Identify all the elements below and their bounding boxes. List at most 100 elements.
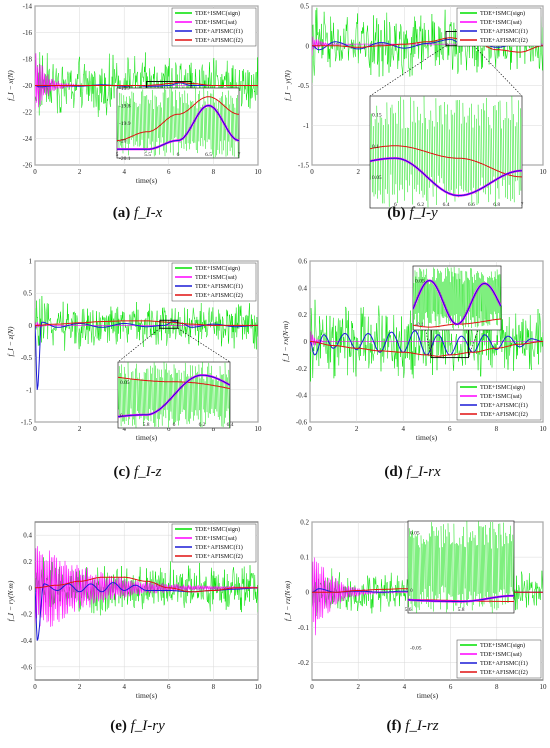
y-tick-label: -0.4: [21, 637, 33, 645]
inset-y-tick-label: 0: [120, 413, 123, 419]
x-tick-label: 6: [167, 683, 171, 691]
y-axis-label: f_I − ry(N·m): [6, 580, 15, 621]
legend-entry: TDE+AFISMC(f1): [480, 660, 528, 667]
y-tick-label: 0: [304, 338, 308, 346]
caption-c-symbol: f_I-z: [133, 464, 162, 480]
caption-e: (e) f_I-ry: [0, 718, 275, 735]
caption-d-label: (d): [384, 464, 403, 480]
x-tick-label: 8: [212, 425, 216, 433]
zoom-inset: 5.6 5.8 0.05 0 -0.05: [405, 520, 515, 652]
y-tick-label: 0.5: [23, 290, 32, 298]
inset-x-tick-label: 6.4: [227, 422, 234, 428]
series-f2-line: [35, 576, 258, 593]
series-sign-line: [35, 52, 258, 118]
inset-y-tick-label: -19.7: [119, 86, 131, 92]
x-axis-label: time(s): [416, 433, 438, 442]
y-tick-label: -0.1: [298, 624, 310, 632]
inset-y-tick-label: 0.05: [415, 279, 425, 285]
inset-x-tick-label: 6.8: [493, 202, 500, 208]
x-tick-label: 2: [356, 168, 360, 176]
series-sat-line: [310, 331, 543, 353]
x-tick-label: 8: [495, 683, 499, 691]
x-tick-label: 8: [212, 168, 216, 176]
zoom-connector: [473, 45, 523, 97]
caption-a-symbol: f_I-x: [133, 205, 163, 221]
y-tick-label: -1.5: [21, 419, 33, 427]
y-tick-label: -0.2: [21, 611, 33, 619]
inset-x-tick-label: 7: [521, 202, 524, 208]
y-tick-label: -20: [23, 82, 33, 90]
legend-entry: TDE+AFISMC(f2): [195, 292, 243, 299]
x-tick-label: 2: [356, 683, 360, 691]
series-f1-line: [35, 320, 258, 390]
inset-y-tick-label: 0: [410, 588, 413, 594]
inset-f2-line: [117, 96, 239, 141]
y-tick-label: 0: [306, 42, 310, 50]
x-tick-label: 10: [255, 683, 263, 691]
legend-entry: TDE+AFISMC(f2): [480, 37, 528, 44]
y-tick-label: -26: [23, 162, 33, 170]
y-axis-label: f_I − rx(N·m): [281, 321, 290, 362]
caption-b: (b) f_I-y: [275, 205, 550, 222]
legend-entry: TDE+AFISMC(f1): [480, 28, 528, 35]
caption-e-label: (e): [110, 718, 127, 734]
y-tick-label: -0.6: [296, 419, 308, 427]
zoom-inset: 5.8 6 6.2 6.4 0 0.05: [117, 361, 234, 429]
y-tick-label: 0: [29, 584, 33, 592]
y-tick-label: -0.4: [296, 392, 308, 400]
legend: TDE+ISMC(sign) TDE+ISMC(sat) TDE+AFISMC(f1…: [171, 7, 257, 47]
legend: TDE+ISMC(sign) TDE+ISMC(sat) TDE+AFISMC(f1…: [171, 262, 257, 302]
caption-f-symbol: f_I-rz: [405, 718, 439, 734]
inset-y-tick-label: -20: [119, 139, 127, 145]
series-f2-line: [310, 341, 543, 357]
legend-entry: TDE+AFISMC(f2): [480, 669, 528, 676]
x-tick-label: 8: [495, 425, 499, 433]
y-tick-label: 0.4: [298, 284, 307, 292]
caption-c: (c) f_I-z: [0, 464, 275, 481]
inset-x-tick-label: 6: [173, 422, 176, 428]
y-tick-label: -22: [23, 109, 33, 117]
inset-y-tick-label: -19.9: [119, 121, 131, 127]
legend: TDE+ISMC(sign) TDE+ISMC(sat) TDE+AFISMC(f1…: [171, 523, 257, 563]
y-axis-label: f_I − rz(N·m): [283, 580, 292, 621]
caption-e-symbol: f_I-ry: [130, 718, 165, 734]
inset-y-tick-label: 0.05: [372, 175, 382, 181]
x-tick-label: 10: [540, 683, 548, 691]
y-tick-label: -0.2: [296, 365, 308, 373]
y-tick-label: 0.2: [23, 558, 32, 566]
series-f2-line: [35, 320, 258, 326]
legend-entry: TDE+AFISMC(f1): [195, 544, 243, 551]
legend-entry: TDE+AFISMC(f2): [195, 553, 243, 560]
y-tick-label: 0: [306, 589, 310, 597]
caption-b-symbol: f_I-y: [409, 205, 438, 221]
zoom-connector: [177, 327, 231, 363]
caption-d: (d) f_I-rx: [275, 464, 550, 481]
inset-f1-line: [370, 157, 522, 197]
x-tick-label: 6: [448, 425, 452, 433]
y-tick-label: 1: [29, 258, 33, 266]
y-tick-label: -0.5: [21, 354, 33, 362]
inset-y-tick-label: -19.8: [119, 104, 131, 110]
inset-x-tick-label: 6.2: [199, 422, 206, 428]
legend-entry: TDE+ISMC(sign): [480, 642, 525, 649]
y-tick-label: -1.5: [298, 162, 310, 170]
x-tick-label: 6: [449, 683, 453, 691]
y-axis-label: f_I − x(N): [6, 70, 15, 101]
zoom-inset: 5 5.5 6 6.5 7 -20.1 -20 -19.9 -19.8 -19.7: [116, 86, 241, 162]
x-tick-label: 8: [212, 683, 216, 691]
y-tick-label: -24: [23, 135, 33, 143]
legend-entry: TDE+ISMC(sat): [195, 19, 237, 26]
inset-f2-line: [370, 145, 522, 178]
legend-entry: TDE+ISMC(sign): [480, 384, 525, 391]
y-tick-label: -0.2: [298, 659, 310, 667]
inset-x-tick-label: 5: [116, 152, 119, 158]
caption-f-label: (f): [386, 718, 402, 734]
y-tick-label: 0.1: [300, 554, 309, 562]
plot-lines: [310, 299, 543, 382]
caption-d-symbol: f_I-rx: [406, 464, 441, 480]
subplot-3: 0 2 4 6 8 10 -0.6 -0.4 -0.2 0 0.2 0.4 0.6 time(s) f_I …: [281, 258, 547, 443]
x-tick-label: 10: [255, 425, 263, 433]
x-tick-label: 0: [33, 683, 37, 691]
